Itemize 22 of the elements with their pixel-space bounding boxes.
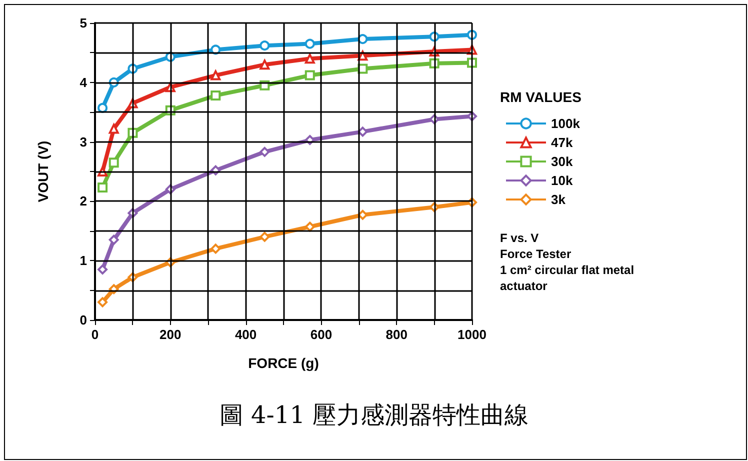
legend-label: 30k <box>551 154 574 169</box>
legend-label: 47k <box>551 135 574 150</box>
y-tick-label: 0 <box>80 312 87 328</box>
legend-label: 100k <box>551 116 581 131</box>
text: F vs. V Force Tester 1 cm² circular flat metal actuator <box>500 231 634 293</box>
y-tick-label: 5 <box>80 16 87 30</box>
legend-label: 3k <box>551 192 566 207</box>
x-tick-label: 1000 <box>458 327 486 342</box>
legend-label: 10k <box>551 173 574 188</box>
y-tick-label: 2 <box>80 194 87 209</box>
x-tick-label: 0 <box>91 327 99 342</box>
y-tick-label: 4 <box>80 74 88 90</box>
y-axis-title: VOUT (V) <box>35 140 51 202</box>
legend-title: RM VALUES <box>500 89 582 105</box>
x-tick-label: 800 <box>386 327 408 342</box>
x-tick-label: 600 <box>310 327 332 342</box>
y-tick-label: 3 <box>80 134 87 150</box>
caption: 圖 4-11 壓力感測器特性曲線 <box>219 401 529 429</box>
x-axis-title: FORCE (g) <box>248 355 319 371</box>
y-tick-label: 1 <box>80 253 87 268</box>
x-tick-label: 400 <box>234 327 257 342</box>
x-tick-label: 200 <box>160 327 182 342</box>
